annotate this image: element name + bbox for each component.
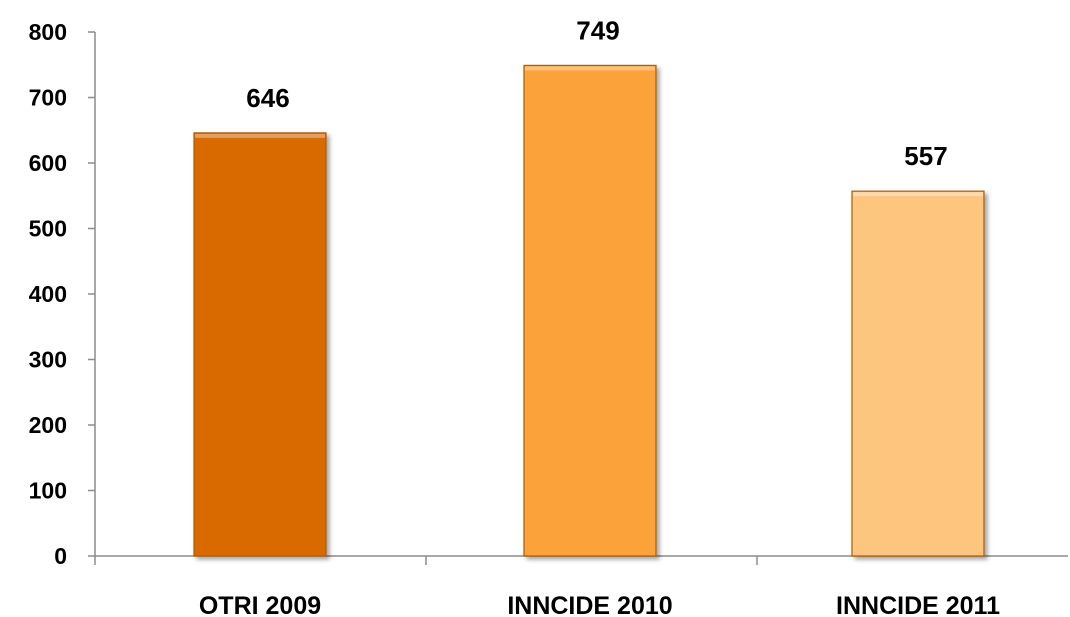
y-tick-label: 0 xyxy=(54,543,67,569)
bar-body xyxy=(523,64,657,557)
bar xyxy=(193,132,327,557)
y-tick-label: 100 xyxy=(29,478,67,504)
y-tick-label: 300 xyxy=(29,347,67,373)
bar-data-label: 749 xyxy=(576,15,619,45)
y-tick-label: 200 xyxy=(29,412,67,438)
bar xyxy=(851,190,985,557)
y-axis: 0 100 200 300 400 500 600 700 800 xyxy=(29,19,96,569)
bar-data-label: 557 xyxy=(904,141,947,171)
bar-highlight xyxy=(195,133,325,138)
y-tick-label: 400 xyxy=(29,281,67,307)
x-axis: OTRI 2009 INNCIDE 2010 INNCIDE 2011 xyxy=(94,555,1068,617)
bar-data-label: 646 xyxy=(246,83,289,113)
y-tick-label: 800 xyxy=(29,19,67,45)
bar-body xyxy=(193,132,327,557)
x-category-label: INNCIDE 2010 xyxy=(507,592,672,617)
y-tick-label: 700 xyxy=(29,85,67,111)
x-category-label: INNCIDE 2011 xyxy=(836,592,1000,617)
bar-highlight xyxy=(525,66,655,71)
bar xyxy=(523,64,657,557)
y-tick-label: 600 xyxy=(29,150,67,176)
bars xyxy=(193,64,985,557)
bar-body xyxy=(851,190,985,557)
x-category-label: OTRI 2009 xyxy=(199,592,321,617)
bar-highlight xyxy=(853,192,983,197)
data-labels: 646 749 557 xyxy=(246,15,947,171)
y-tick-label: 500 xyxy=(29,216,67,242)
